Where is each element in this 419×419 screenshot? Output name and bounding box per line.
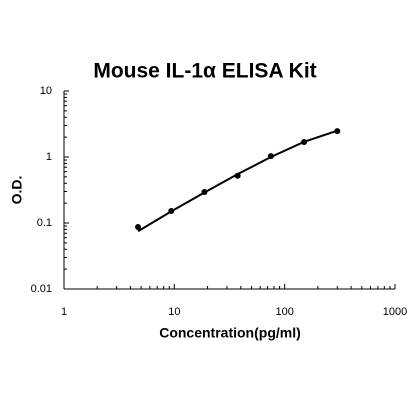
x-axis-label: Concentration(pg/ml) bbox=[159, 325, 301, 341]
y-tick-label: 10 bbox=[40, 85, 52, 97]
y-tick-label: 1 bbox=[46, 151, 52, 163]
y-tick-label: 0.01 bbox=[31, 283, 52, 295]
chart-title: Mouse IL-1α ELISA Kit bbox=[93, 60, 316, 83]
y-tick-label: 0.1 bbox=[37, 217, 52, 229]
x-tick-label: 1 bbox=[61, 306, 67, 318]
data-point bbox=[135, 223, 142, 230]
x-tick-label: 100 bbox=[275, 306, 293, 318]
x-tick-label: 10 bbox=[168, 306, 180, 318]
fit-curve bbox=[137, 129, 338, 233]
y-axis-label: O.D. bbox=[9, 176, 25, 205]
x-tick-label: 1000 bbox=[383, 306, 407, 318]
